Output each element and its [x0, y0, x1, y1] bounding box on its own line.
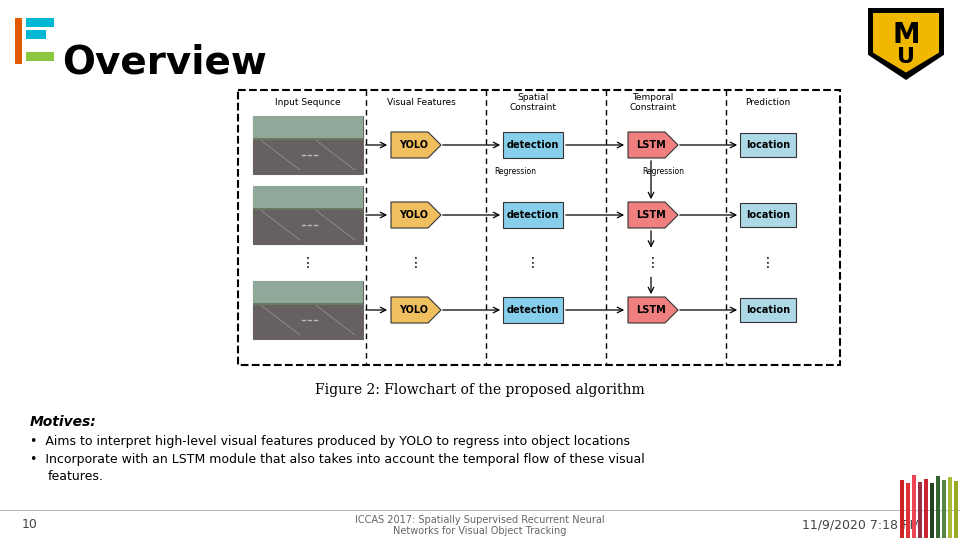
FancyBboxPatch shape — [26, 52, 54, 61]
Polygon shape — [391, 202, 441, 228]
FancyBboxPatch shape — [253, 116, 363, 140]
Polygon shape — [873, 13, 939, 72]
Text: •  Incorporate with an LSTM module that also takes into account the temporal flo: • Incorporate with an LSTM module that a… — [30, 453, 645, 466]
Polygon shape — [868, 8, 944, 80]
FancyBboxPatch shape — [253, 305, 363, 339]
Polygon shape — [391, 297, 441, 323]
FancyBboxPatch shape — [930, 483, 934, 538]
Text: location: location — [746, 140, 790, 150]
Text: Prediction: Prediction — [745, 98, 791, 107]
FancyBboxPatch shape — [936, 476, 940, 538]
FancyBboxPatch shape — [503, 202, 563, 228]
Text: Input Sequnce: Input Sequnce — [276, 98, 341, 107]
Text: LSTM: LSTM — [636, 140, 666, 150]
Polygon shape — [628, 132, 678, 158]
Polygon shape — [628, 202, 678, 228]
Text: Spatial
Constraint: Spatial Constraint — [510, 93, 557, 112]
FancyBboxPatch shape — [253, 138, 363, 143]
Polygon shape — [391, 132, 441, 158]
FancyBboxPatch shape — [740, 298, 796, 322]
Text: ⋮: ⋮ — [761, 255, 775, 269]
FancyBboxPatch shape — [942, 480, 946, 538]
FancyBboxPatch shape — [253, 186, 363, 244]
Text: LSTM: LSTM — [636, 210, 666, 220]
Text: detection: detection — [507, 305, 559, 315]
FancyBboxPatch shape — [918, 482, 922, 538]
Text: YOLO: YOLO — [399, 305, 428, 315]
FancyBboxPatch shape — [912, 475, 916, 538]
Text: ⋮: ⋮ — [301, 255, 315, 269]
Text: •  Aims to interpret high-level visual features produced by YOLO to regress into: • Aims to interpret high-level visual fe… — [30, 435, 630, 448]
FancyBboxPatch shape — [948, 477, 952, 538]
FancyBboxPatch shape — [954, 481, 958, 538]
Text: location: location — [746, 305, 790, 315]
Text: features.: features. — [48, 470, 104, 483]
Text: ⋮: ⋮ — [646, 255, 660, 269]
Text: detection: detection — [507, 210, 559, 220]
FancyBboxPatch shape — [253, 281, 363, 339]
Text: Temporal
Constraint: Temporal Constraint — [630, 93, 677, 112]
FancyBboxPatch shape — [26, 18, 54, 27]
FancyBboxPatch shape — [253, 303, 363, 308]
Text: ⋮: ⋮ — [409, 255, 423, 269]
Text: detection: detection — [507, 140, 559, 150]
FancyBboxPatch shape — [253, 211, 363, 244]
Text: Figure 2: Flowchart of the proposed algorithm: Figure 2: Flowchart of the proposed algo… — [315, 383, 645, 397]
FancyBboxPatch shape — [740, 133, 796, 157]
FancyBboxPatch shape — [253, 116, 363, 174]
Text: 11/9/2020 7:18 PM: 11/9/2020 7:18 PM — [802, 518, 920, 531]
FancyBboxPatch shape — [253, 186, 363, 211]
Polygon shape — [628, 297, 678, 323]
FancyBboxPatch shape — [253, 140, 363, 174]
Text: M: M — [892, 22, 920, 49]
FancyBboxPatch shape — [740, 203, 796, 227]
Text: ⋮: ⋮ — [526, 255, 540, 269]
Text: ICCAS 2017: Spatially Supervised Recurrent Neural: ICCAS 2017: Spatially Supervised Recurre… — [355, 515, 605, 525]
Text: 10: 10 — [22, 518, 37, 531]
Text: Regression: Regression — [494, 167, 536, 176]
Text: Networks for Visual Object Tracking: Networks for Visual Object Tracking — [394, 526, 566, 536]
FancyBboxPatch shape — [253, 281, 363, 305]
Text: location: location — [746, 210, 790, 220]
FancyBboxPatch shape — [15, 18, 22, 64]
FancyBboxPatch shape — [906, 483, 910, 538]
FancyBboxPatch shape — [924, 479, 928, 538]
FancyBboxPatch shape — [503, 297, 563, 323]
Text: Regression: Regression — [642, 167, 684, 176]
FancyBboxPatch shape — [900, 480, 904, 538]
Text: Visual Features: Visual Features — [387, 98, 455, 107]
FancyBboxPatch shape — [253, 208, 363, 213]
FancyBboxPatch shape — [503, 132, 563, 158]
Text: LSTM: LSTM — [636, 305, 666, 315]
Text: U: U — [897, 47, 915, 67]
Text: Overview: Overview — [62, 43, 267, 81]
Text: YOLO: YOLO — [399, 210, 428, 220]
Text: Motives:: Motives: — [30, 415, 97, 429]
Text: YOLO: YOLO — [399, 140, 428, 150]
FancyBboxPatch shape — [26, 30, 46, 39]
